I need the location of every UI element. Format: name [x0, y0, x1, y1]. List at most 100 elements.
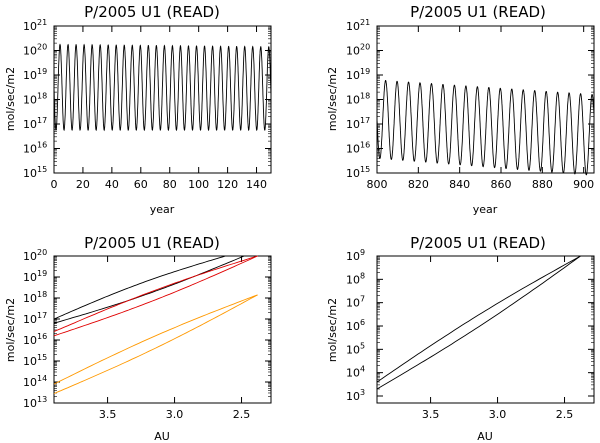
y-tick-label: 10 — [23, 355, 37, 368]
y-tick-exponent: 16 — [37, 141, 47, 150]
y-tick-label: 10 — [23, 20, 37, 33]
series-line-production-rate — [376, 80, 595, 176]
y-tick-exponent: 19 — [37, 67, 47, 76]
panel-production-rate-years-800-900: P/2005 U1 (READ) year mol/sec/m2 800 820 8… — [326, 3, 595, 216]
y-tick-exponent: 20 — [37, 43, 47, 52]
x-tick-label: 40 — [105, 178, 119, 191]
x-tick-label: 2.5 — [556, 408, 574, 421]
y-tick-exponent: 20 — [360, 43, 370, 52]
series-line-black-branch-1 — [376, 255, 581, 383]
y-tick-exponent: 20 — [37, 248, 47, 257]
y-tick-label: 10 — [23, 250, 37, 263]
x-tick-label: 880 — [532, 178, 553, 191]
y-tick-label: 10 — [346, 69, 360, 82]
y-axis-label: mol/sec/m2 — [4, 298, 17, 362]
x-tick-label: 20 — [76, 178, 90, 191]
y-tick-label: 10 — [346, 390, 360, 403]
series-line-black-branch-2 — [53, 255, 245, 324]
x-tick-label: 3.0 — [489, 408, 507, 421]
y-tick-label: 10 — [23, 94, 37, 107]
y-tick-label: 10 — [346, 143, 360, 156]
y-tick-exponent: 3 — [360, 388, 365, 397]
y-tick-exponent: 19 — [360, 67, 370, 76]
y-tick-exponent: 18 — [37, 92, 47, 101]
y-tick-label: 10 — [23, 271, 37, 284]
y-tick-exponent: 17 — [360, 116, 370, 125]
y-axis-label: mol/sec/m2 — [326, 67, 339, 131]
plot-frame — [53, 255, 272, 404]
x-axis-label: AU — [154, 430, 170, 443]
x-tick-label: 3.5 — [422, 408, 440, 421]
x-tick-label: 0 — [51, 178, 58, 191]
y-tick-label: 10 — [23, 292, 37, 305]
x-tick-label: 80 — [163, 178, 177, 191]
x-tick-label: 840 — [449, 178, 470, 191]
y-tick-label: 10 — [23, 313, 37, 326]
x-tick-label: 140 — [246, 178, 267, 191]
y-tick-exponent: 8 — [360, 271, 365, 280]
x-tick-label: 800 — [367, 178, 388, 191]
y-tick-label: 10 — [346, 367, 360, 380]
panel-production-rate-vs-au-single: P/2005 U1 (READ) AU mol/sec/m2 3.5 3.0 2.5… — [326, 234, 595, 443]
series-line-black-branch-2 — [376, 255, 581, 390]
panel-production-rate-years-0-150: P/2005 U1 (READ) year mol/sec/m2 0 20 40 60… — [4, 3, 272, 216]
y-tick-exponent: 15 — [37, 353, 47, 362]
y-tick-exponent: 18 — [360, 92, 370, 101]
x-tick-label: 60 — [134, 178, 148, 191]
plot-frame — [376, 255, 595, 404]
x-axis-label: year — [150, 203, 175, 216]
y-tick-exponent: 6 — [360, 318, 365, 327]
panel-title: P/2005 U1 (READ) — [84, 3, 220, 21]
y-tick-exponent: 15 — [37, 165, 47, 174]
y-tick-label: 10 — [346, 94, 360, 107]
y-tick-label: 10 — [346, 297, 360, 310]
series-line-black-branch-1 — [53, 255, 226, 320]
y-tick-exponent: 21 — [360, 18, 370, 27]
x-tick-label: 3.0 — [166, 408, 184, 421]
y-tick-label: 10 — [346, 273, 360, 286]
x-tick-label: 3.5 — [99, 408, 117, 421]
x-tick-label: 820 — [408, 178, 429, 191]
y-tick-label: 10 — [23, 334, 37, 347]
panel-title: P/2005 U1 (READ) — [410, 234, 546, 252]
y-tick-label: 10 — [23, 143, 37, 156]
y-tick-label: 10 — [23, 45, 37, 58]
y-tick-label: 10 — [23, 397, 37, 410]
y-tick-exponent: 7 — [360, 295, 365, 304]
y-tick-exponent: 5 — [360, 341, 365, 350]
x-tick-label: 860 — [491, 178, 512, 191]
y-tick-label: 10 — [346, 45, 360, 58]
series-line-red-branch-2 — [53, 255, 258, 337]
panel-production-rate-vs-au-multi: P/2005 U1 (READ) AU mol/sec/m2 3.5 3.0 2.5… — [4, 234, 272, 443]
series-line-orange-branch-1 — [53, 294, 258, 385]
y-tick-exponent: 18 — [37, 290, 47, 299]
y-tick-exponent: 4 — [360, 365, 365, 374]
x-tick-label: 120 — [217, 178, 238, 191]
y-tick-label: 10 — [346, 20, 360, 33]
y-tick-label: 10 — [346, 118, 360, 131]
panel-title: P/2005 U1 (READ) — [410, 3, 546, 21]
y-tick-label: 10 — [23, 69, 37, 82]
x-tick-label: 900 — [573, 178, 594, 191]
y-tick-exponent: 16 — [37, 332, 47, 341]
y-tick-exponent: 19 — [37, 269, 47, 278]
y-tick-label: 10 — [23, 167, 37, 180]
y-tick-label: 10 — [23, 376, 37, 389]
x-tick-label: 100 — [188, 178, 209, 191]
y-tick-exponent: 16 — [360, 141, 370, 150]
y-tick-label: 10 — [346, 343, 360, 356]
y-tick-label: 10 — [346, 320, 360, 333]
series-line-production-rate — [53, 43, 272, 132]
y-tick-exponent: 15 — [360, 165, 370, 174]
y-tick-exponent: 9 — [360, 248, 365, 257]
y-tick-label: 10 — [23, 118, 37, 131]
y-tick-exponent: 14 — [37, 374, 47, 383]
y-tick-label: 10 — [346, 250, 360, 263]
y-axis-label: mol/sec/m2 — [4, 67, 17, 131]
y-axis-label: mol/sec/m2 — [326, 298, 339, 362]
x-tick-label: 2.5 — [233, 408, 251, 421]
y-tick-exponent: 13 — [37, 395, 47, 404]
y-tick-exponent: 17 — [37, 311, 47, 320]
series-line-red-branch-1 — [53, 255, 258, 333]
